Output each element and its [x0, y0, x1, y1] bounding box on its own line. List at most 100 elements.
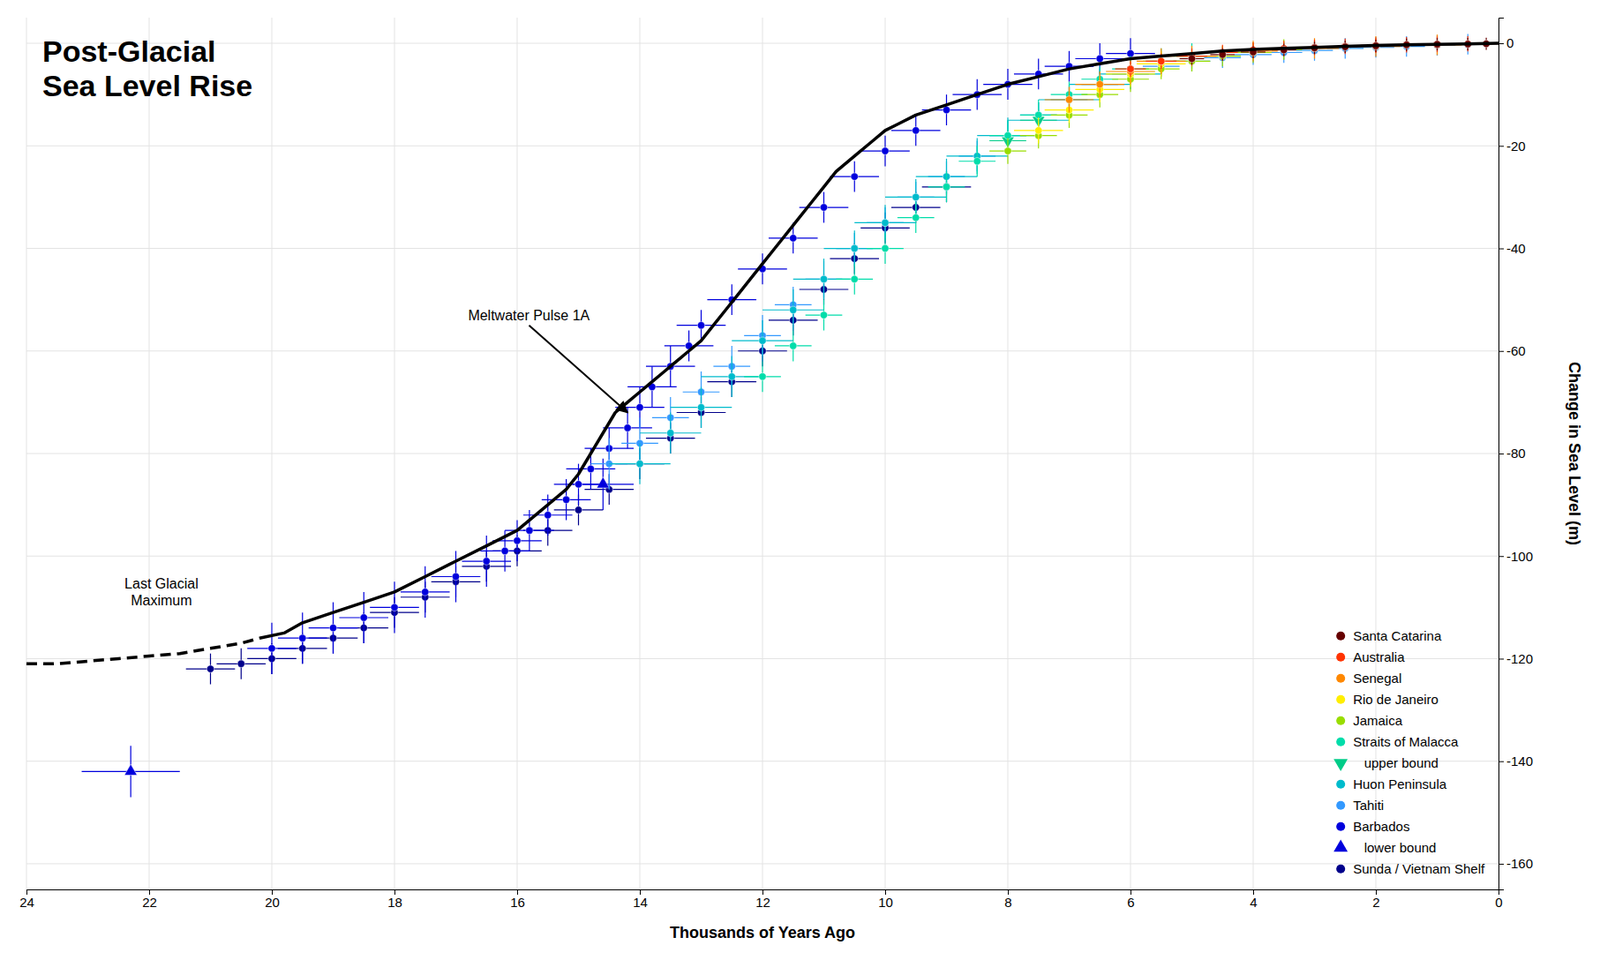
x-tick-label: 22 — [142, 894, 158, 910]
point — [636, 459, 644, 467]
legend-symbol — [1336, 674, 1345, 684]
legend-symbol — [1336, 801, 1345, 811]
legend-label: Straits of Malacca — [1352, 734, 1459, 750]
y-tick-label: -80 — [1506, 445, 1526, 461]
legend-item: Australia — [1336, 649, 1405, 665]
point — [758, 337, 767, 345]
y-tick: 0 — [1498, 35, 1514, 51]
x-axis-title: Thousands of Years Ago — [669, 923, 856, 942]
point — [1126, 65, 1135, 73]
y-tick-line — [1498, 248, 1504, 250]
point — [544, 511, 552, 519]
x-tick: 2 — [1372, 889, 1380, 910]
title-line: Post-Glacial — [42, 34, 217, 68]
point — [819, 311, 827, 319]
point — [912, 193, 920, 201]
x-tick-label: 4 — [1249, 894, 1257, 910]
marks — [26, 34, 1499, 798]
point — [1096, 54, 1104, 62]
point — [525, 526, 534, 534]
point — [1065, 96, 1073, 104]
point — [942, 183, 950, 191]
x-tick: 14 — [632, 889, 648, 910]
legend-item: Rio de Janeiro — [1336, 691, 1439, 707]
scatter-series — [186, 171, 972, 684]
point — [1096, 80, 1104, 88]
legend-label: Jamaica — [1352, 713, 1404, 729]
scatter-series — [82, 458, 635, 798]
point — [124, 764, 137, 775]
x-tick-label: 10 — [878, 894, 894, 910]
x-tick: 12 — [755, 889, 771, 910]
annotations: Meltwater Pulse 1ALast GlacialMaximum — [124, 307, 628, 609]
point — [623, 424, 631, 432]
title-line: Sea Level Rise — [42, 68, 253, 103]
point — [390, 603, 399, 611]
legend-label: upper bound — [1352, 755, 1439, 771]
grid-line-y — [26, 658, 1499, 660]
point — [586, 465, 594, 473]
y-tick: -160 — [1498, 856, 1533, 872]
y-tick-label: -140 — [1506, 753, 1533, 769]
point — [360, 614, 368, 622]
x-tick-label: 18 — [387, 894, 403, 910]
legend-symbol — [1336, 695, 1345, 705]
y-tick: -140 — [1498, 753, 1533, 769]
grid-line-y — [26, 453, 1499, 455]
y-axis-line — [1499, 18, 1505, 891]
point — [881, 218, 889, 226]
y-tick: -40 — [1498, 240, 1526, 256]
y-tick: -120 — [1498, 651, 1533, 667]
annotation-line: Maximum — [130, 593, 192, 609]
point — [789, 234, 797, 242]
x-tick: 4 — [1249, 889, 1257, 910]
point — [421, 588, 429, 596]
legend-symbol — [1336, 822, 1345, 832]
y-tick: -80 — [1498, 445, 1526, 461]
x-tick: 6 — [1126, 889, 1135, 910]
point — [1065, 96, 1073, 104]
point — [667, 429, 675, 437]
x-tick: 20 — [264, 889, 280, 910]
legend-label: Santa Catarina — [1352, 628, 1443, 644]
grid-line-x — [639, 17, 641, 890]
y-tick: -20 — [1498, 138, 1526, 154]
y-tick-line — [1498, 43, 1504, 45]
legend-item: Straits of Malacca — [1336, 734, 1459, 750]
legend-item: lower bound — [1333, 840, 1436, 856]
point — [451, 572, 459, 580]
y-tick-line — [1498, 761, 1504, 763]
legend-label: Tahiti — [1352, 797, 1384, 813]
scatter-series — [608, 58, 1162, 484]
point — [596, 477, 609, 489]
chart-container: 024681012141618202224-160-140-120-100-80… — [0, 0, 1600, 960]
x-tick-label: 12 — [755, 894, 771, 910]
legend-item: Senegal — [1336, 670, 1402, 686]
grid-line-y — [26, 863, 1499, 864]
x-tick-label: 24 — [19, 894, 35, 910]
point — [789, 342, 797, 350]
legend-item: upper bound — [1333, 755, 1439, 772]
point — [1157, 57, 1165, 65]
legend-label: Barbados — [1352, 818, 1410, 834]
legend-symbol — [1336, 864, 1345, 874]
legend-symbol — [1336, 737, 1345, 747]
point — [850, 172, 858, 181]
point — [850, 275, 858, 283]
point — [501, 547, 509, 555]
error-bar-y — [1129, 58, 1131, 90]
y-tick-line — [1498, 555, 1504, 557]
legend-symbol — [1336, 780, 1345, 789]
annotation-line: Meltwater Pulse 1A — [467, 307, 590, 324]
point — [850, 244, 858, 252]
legend-symbol — [1336, 653, 1345, 662]
x-tick-label: 14 — [632, 894, 648, 910]
plot-area: 024681012141618202224-160-140-120-100-80… — [19, 17, 1584, 942]
y-tick-line — [1498, 453, 1504, 455]
legend: Santa Catarina Australia Senegal Rio de Jan… — [1333, 628, 1486, 877]
legend-item: Tahiti — [1336, 797, 1384, 813]
point — [237, 660, 245, 668]
point — [819, 275, 827, 283]
grid — [26, 17, 1499, 890]
legend-item: Huon Peninsula — [1336, 776, 1448, 792]
